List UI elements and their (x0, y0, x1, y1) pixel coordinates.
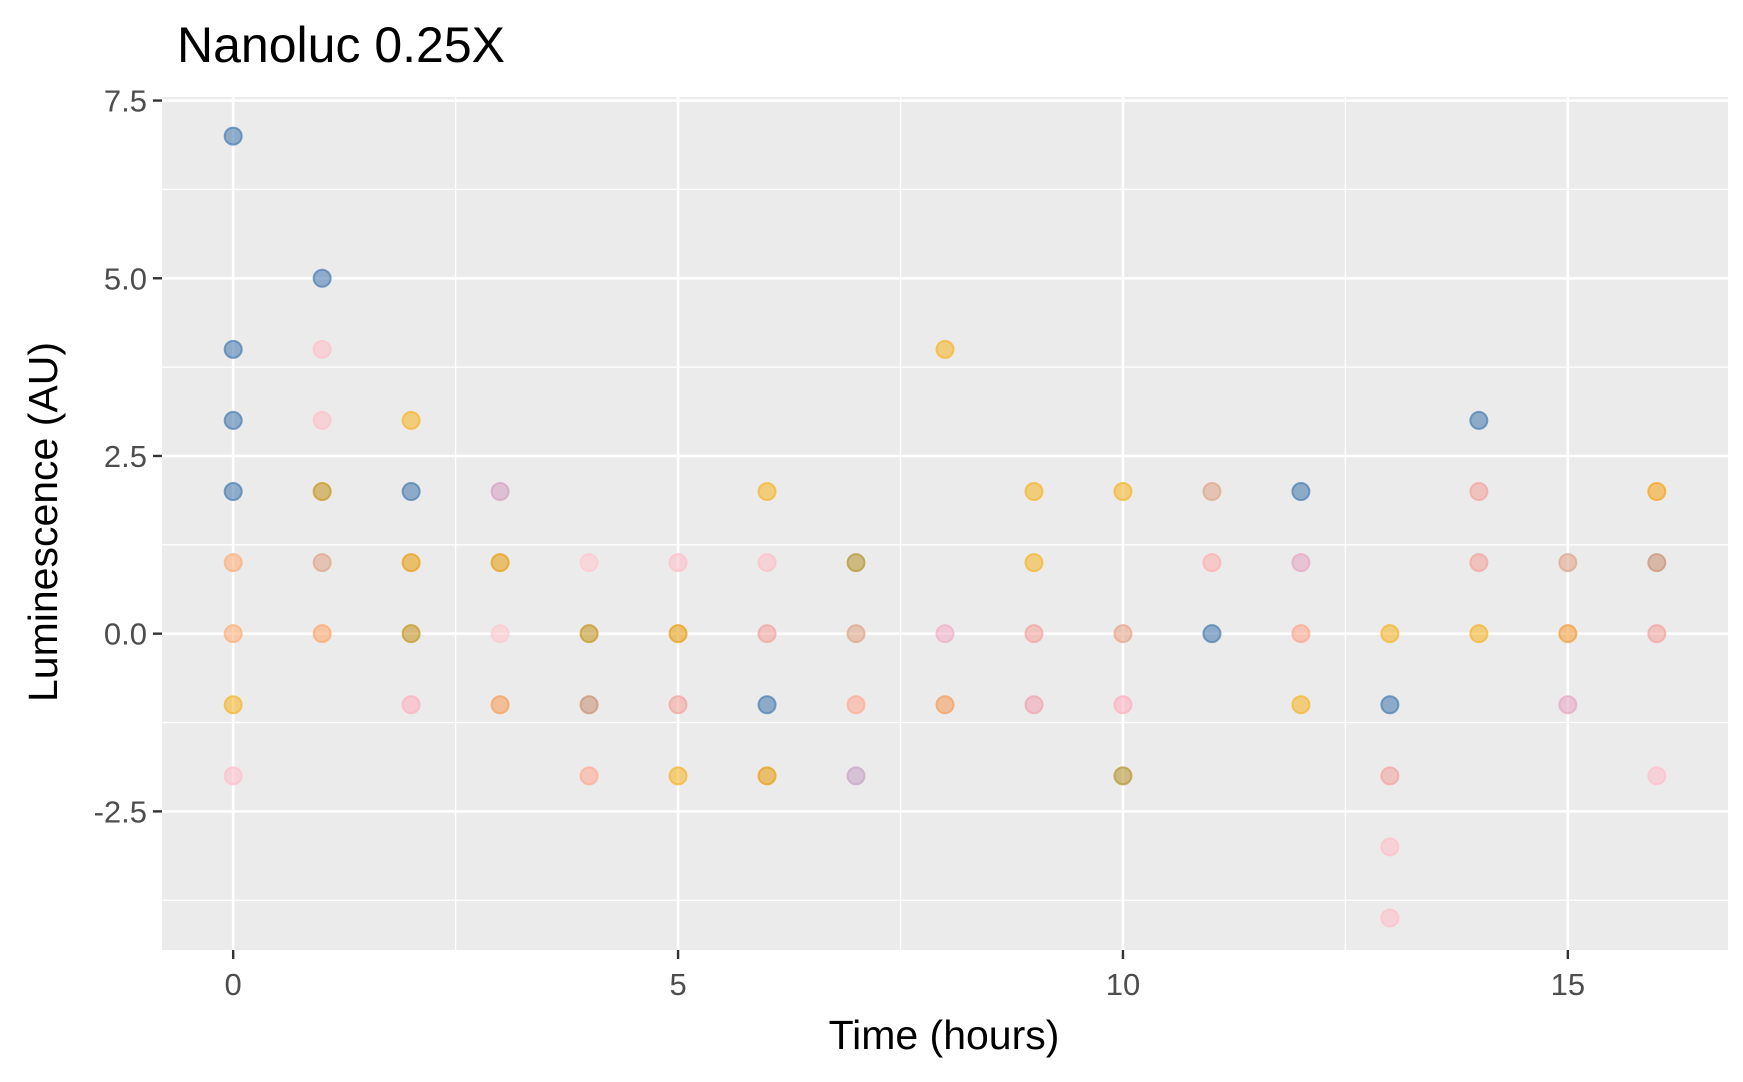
data-point (846, 553, 866, 573)
data-point (579, 766, 599, 786)
data-point (223, 766, 243, 786)
data-point (312, 268, 332, 288)
data-point (1380, 908, 1400, 928)
data-point (1291, 553, 1311, 573)
y-axis-label: Luminescence (AU) (20, 342, 66, 702)
x-tick-label: 15 (1551, 967, 1585, 1002)
data-point (1024, 624, 1044, 644)
data-point (757, 553, 777, 573)
data-point (846, 624, 866, 644)
y-tick-label: 5.0 (104, 261, 147, 296)
data-point (1647, 766, 1667, 786)
data-point (1202, 553, 1222, 573)
data-point (312, 482, 332, 502)
x-axis-label: Time (hours) (829, 1012, 1060, 1058)
data-point (312, 339, 332, 359)
data-point (1202, 624, 1222, 644)
y-tick-label: -2.5 (94, 794, 147, 829)
data-point (1024, 553, 1044, 573)
data-point (223, 410, 243, 430)
data-point (668, 553, 688, 573)
data-point (401, 410, 421, 430)
data-point (312, 553, 332, 573)
data-point (401, 553, 421, 573)
data-point (757, 482, 777, 502)
data-point (668, 624, 688, 644)
data-point (1380, 837, 1400, 857)
data-point (1469, 410, 1489, 430)
data-point (1291, 624, 1311, 644)
data-point (1024, 695, 1044, 715)
x-tick-label: 5 (669, 967, 686, 1002)
chart-title: Nanoluc 0.25X (177, 17, 505, 73)
data-point (579, 553, 599, 573)
data-point (757, 624, 777, 644)
y-tick-label: 0.0 (104, 617, 147, 652)
data-point (223, 553, 243, 573)
data-point (401, 695, 421, 715)
data-point (579, 695, 599, 715)
data-point (1469, 624, 1489, 644)
data-point (846, 695, 866, 715)
data-point (1202, 482, 1222, 502)
data-point (1558, 624, 1578, 644)
plot-panel (162, 97, 1728, 950)
data-point (223, 695, 243, 715)
data-point (1647, 553, 1667, 573)
data-point (668, 695, 688, 715)
y-tick-label: 2.5 (104, 439, 147, 474)
data-point (1291, 482, 1311, 502)
data-point (223, 624, 243, 644)
data-point (1558, 553, 1578, 573)
data-point (1469, 553, 1489, 573)
x-tick-label: 10 (1106, 967, 1140, 1002)
data-point (490, 482, 510, 502)
data-point (1113, 624, 1133, 644)
data-point (312, 410, 332, 430)
data-point (1469, 482, 1489, 502)
data-point (935, 624, 955, 644)
data-point (846, 766, 866, 786)
data-point (579, 624, 599, 644)
data-point (1380, 766, 1400, 786)
data-point (1024, 482, 1044, 502)
data-point (490, 553, 510, 573)
data-point (757, 695, 777, 715)
data-point (1647, 482, 1667, 502)
data-point (1113, 695, 1133, 715)
data-point (490, 624, 510, 644)
minor-gridlines (162, 97, 1728, 950)
data-point (1291, 695, 1311, 715)
data-point (1113, 482, 1133, 502)
data-point (1647, 624, 1667, 644)
data-point (1380, 695, 1400, 715)
data-points (223, 126, 1667, 928)
data-point (668, 766, 688, 786)
data-point (935, 695, 955, 715)
data-point (1380, 624, 1400, 644)
x-tick-label: 0 (225, 967, 242, 1002)
data-point (312, 624, 332, 644)
data-point (223, 482, 243, 502)
data-point (757, 766, 777, 786)
data-point (223, 339, 243, 359)
x-axis: 0 5 10 15 (225, 950, 1585, 1002)
y-axis: -2.5 0.0 2.5 5.0 7.5 (94, 84, 162, 829)
data-point (490, 695, 510, 715)
data-point (401, 624, 421, 644)
data-point (401, 482, 421, 502)
data-point (1558, 695, 1578, 715)
data-point (935, 339, 955, 359)
data-point (1113, 766, 1133, 786)
y-tick-label: 7.5 (104, 84, 147, 119)
data-point (223, 126, 243, 146)
